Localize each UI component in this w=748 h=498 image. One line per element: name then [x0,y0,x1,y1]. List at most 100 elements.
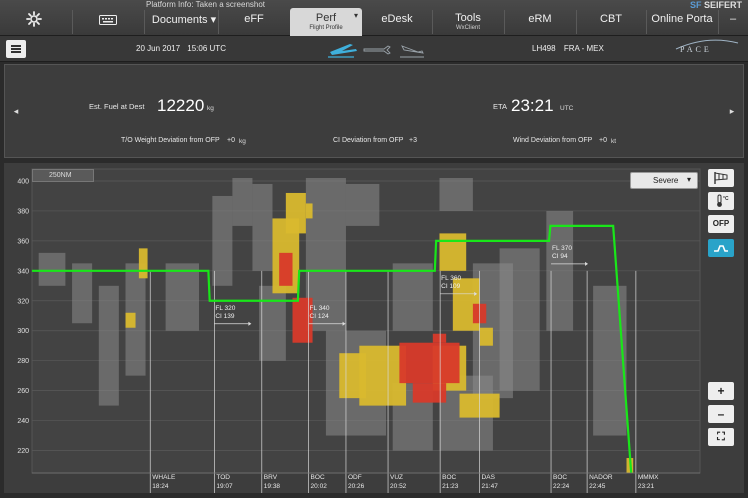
windsock-icon [714,172,728,184]
waypoint-time: 21:47 [482,483,499,490]
pace-swoosh-icon [675,39,739,50]
gear-icon [26,11,42,27]
step-flight-level: FL 340 [310,305,330,312]
next-button[interactable]: ▸ [721,65,743,157]
brand-logo: SF SEIFERT [690,0,742,10]
turbulence-cell-severe [432,333,447,343]
tab-label: Tools [455,12,481,24]
windsock-button[interactable] [708,169,734,187]
y-tick-label: 320 [17,298,29,305]
fuel-label: Est. Fuel at Dest [89,102,145,111]
range-badge: 250NM [32,169,94,182]
waypoint-name: BOC [442,474,456,481]
temperature-button[interactable]: °C [708,192,734,210]
menu-button[interactable] [6,40,26,58]
turbulence-cell-light [499,248,540,391]
turbulence-cell-light [259,285,286,361]
tab-erm[interactable]: eRM [506,8,574,36]
eta-unit: UTC [560,105,574,112]
chevron-down-icon: ▾ [686,175,691,184]
tab-documents[interactable]: Documents ▾ [150,8,218,36]
plus-icon: + [717,384,725,398]
tab-edesk[interactable]: eDesk [364,8,430,36]
flight-summary-panel: ◂ ▸ Est. Fuel at Dest 12220 kg ETA 23:21… [4,64,744,158]
step-cost-index: CI 109 [441,283,461,290]
step-flight-level: FL 360 [441,275,461,282]
step-arrow-head [248,321,252,326]
waypoint-time: 20:02 [311,483,328,490]
turbulence-cell-severe [399,342,460,384]
tab-label: Online Porta [651,13,713,25]
y-tick-label: 300 [17,328,29,335]
waypoint-name: MMMX [638,474,659,481]
waypoint-time: 22:24 [553,483,570,490]
y-tick-label: 380 [17,208,29,215]
tab-online-portal[interactable]: Online Porta [648,8,716,36]
waypoint-name: NADOR [589,474,613,481]
fit-view-button[interactable]: ⛶ [708,428,734,446]
vertical-profile-chart[interactable]: 220 240 260 280 300 320 340 360 380 400 WHALE 18:24… [4,163,744,493]
turbulence-cell-moderate [125,312,136,328]
step-flight-level: FL 370 [552,245,572,252]
keyboard-button[interactable] [88,8,128,36]
hamburger-icon [11,45,21,47]
flight-profile-line [32,224,633,474]
tab-cbt[interactable]: CBT [578,8,644,36]
severity-value: Severe [653,176,679,185]
profile-wave-icon [714,245,728,252]
tab-label: eRM [528,13,552,25]
tab-label: CBT [600,13,622,25]
left-arrow-icon: ◂ [13,105,19,116]
turbulence-cell-moderate [305,203,313,219]
zoom-out-button[interactable]: – [708,405,734,423]
previous-button[interactable]: ◂ [5,65,27,157]
tab-tools[interactable]: Tools WxClient [434,8,502,36]
flight-number: LH498 [532,44,556,53]
wind-deviation-value: +0 [599,137,607,144]
eta-label: ETA [493,102,508,111]
waypoint-name: BRV [264,474,278,481]
tab-perf[interactable]: Perf ▾ Flight Profile [290,8,362,36]
settings-button[interactable] [12,8,56,36]
tab-eff[interactable]: eFF [220,8,288,36]
turbulence-cell-light [212,195,233,286]
turbulence-cell-moderate [439,233,467,271]
waypoint-time: 19:07 [216,483,233,490]
cruise-phase-icon [363,45,391,55]
tow-deviation-unit: kg [239,138,246,145]
turbulence-cell-moderate [359,345,407,406]
waypoint-name: ODF [348,474,362,481]
tab-label: Documents ▾ [151,14,217,26]
wind-deviation-label: Wind Deviation from OFP [513,137,593,144]
waypoint-name: BOC [311,474,325,481]
platform-info-text: Platform Info: Taken a screenshot [146,0,266,9]
zoom-in-button[interactable]: + [708,382,734,400]
turbulence-cell-light [439,177,473,211]
expand-icon: ⛶ [717,431,725,443]
takeoff-phase-icon [328,44,357,58]
thermometer-icon: °C [717,194,729,207]
profile-view-button[interactable] [708,239,734,257]
turbulence-cell-light [72,263,93,324]
waypoint-time: 21:23 [442,483,459,490]
turbulence-cell-light [98,285,119,406]
waypoint-name: DAS [482,474,496,481]
waypoint-name: BOC [553,474,567,481]
turbulence-cell-moderate [479,327,493,346]
minimize-button[interactable]: – [722,8,744,36]
tab-label: Perf [315,12,337,24]
flight-id: LH498 FRA - MEX [532,44,604,53]
brand-sf: SF [689,0,702,10]
flight-route: FRA - MEX [563,44,604,53]
ofp-button[interactable]: OFP [708,215,734,233]
top-navigation: Platform Info: Taken a screenshot SF SEI… [0,0,748,36]
keyboard-icon [99,15,117,25]
severity-dropdown[interactable]: Severe ▾ [630,172,698,189]
tab-label: eFF [244,13,264,25]
tab-sublabel: Flight Profile [309,25,343,31]
svg-text:°C: °C [723,196,729,202]
date-text: 20 Jun 2017 [136,44,181,53]
turbulence-cell-light [593,285,627,436]
right-arrow-icon: ▸ [729,105,735,116]
perf-dropdown-caret[interactable]: ▾ [353,11,358,20]
